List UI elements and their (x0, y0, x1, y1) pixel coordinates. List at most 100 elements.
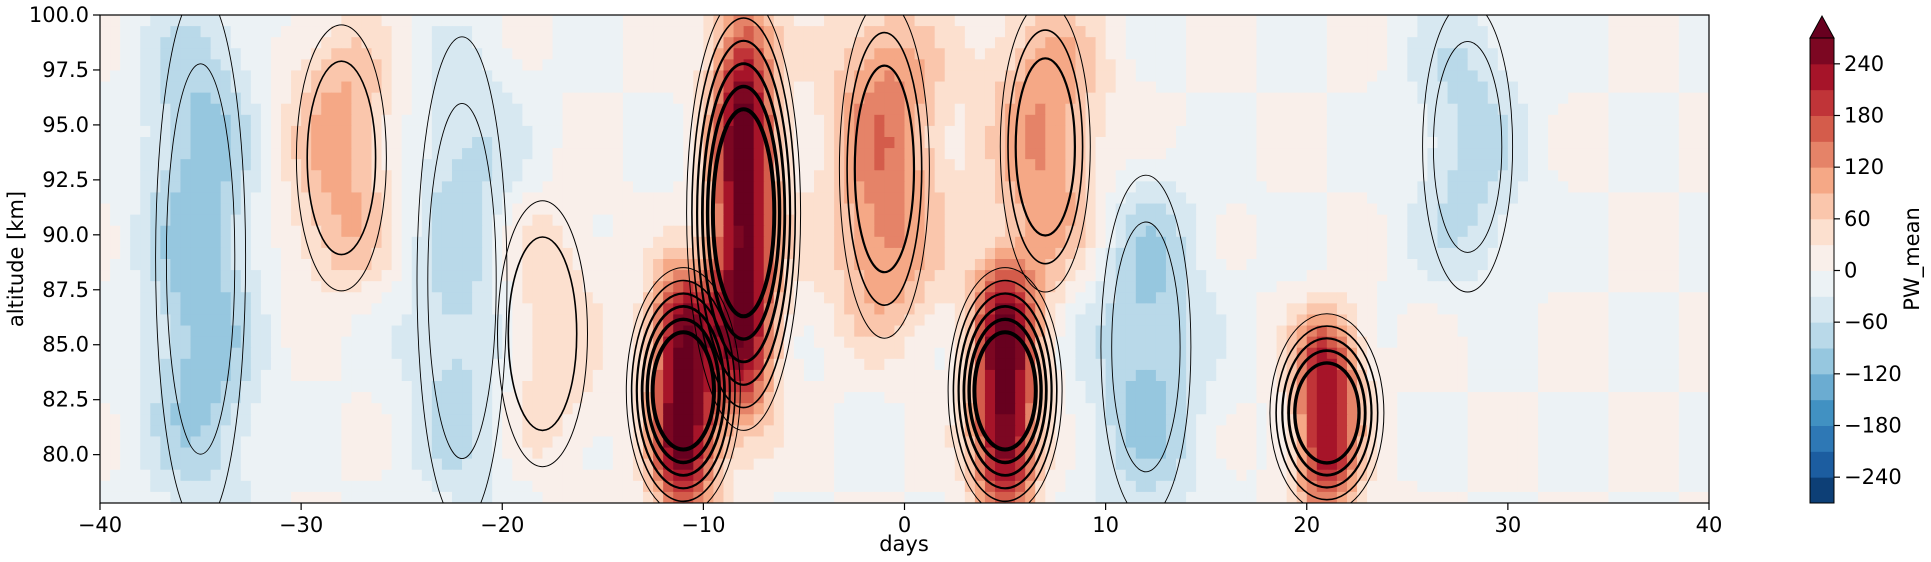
heatmap-cell (1015, 59, 1026, 72)
heatmap-cell (1628, 181, 1640, 194)
heatmap-cell (673, 15, 684, 27)
heatmap-cell (1306, 103, 1318, 116)
heatmap-cell (944, 281, 956, 293)
heatmap-cell (914, 247, 926, 260)
heatmap-cell (1346, 15, 1358, 27)
heatmap-cell (1276, 314, 1288, 327)
heatmap-cell (1286, 281, 1298, 293)
heatmap-cell (180, 203, 192, 216)
heatmap-cell (1487, 159, 1499, 171)
heatmap-cell (1246, 37, 1258, 49)
heatmap-cell (1427, 214, 1439, 227)
heatmap-cell (361, 170, 373, 182)
heatmap-cell (602, 125, 614, 138)
heatmap-cell (924, 225, 936, 238)
heatmap-cell (351, 159, 363, 171)
heatmap-cell (260, 225, 272, 238)
heatmap-cell (1296, 247, 1308, 260)
heatmap-cell (1035, 270, 1046, 282)
heatmap-cell (683, 26, 694, 38)
heatmap-cell (824, 125, 835, 138)
heatmap-cell (1568, 15, 1579, 27)
heatmap-cell (914, 214, 926, 227)
heatmap-cell (703, 81, 715, 94)
heatmap-cell (351, 181, 363, 194)
heatmap-cell (260, 247, 272, 260)
heatmap-cell (451, 70, 463, 83)
heatmap-cell (904, 270, 916, 282)
heatmap-cell (1538, 103, 1549, 116)
heatmap-cell (462, 26, 473, 38)
heatmap-cell (1397, 70, 1408, 83)
heatmap-cell (1558, 281, 1569, 293)
heatmap-cell (411, 70, 423, 83)
heatmap-cell (1015, 148, 1026, 160)
heatmap-cell (1206, 26, 1217, 38)
heatmap-cell (1115, 103, 1127, 116)
heatmap-cell (1176, 26, 1187, 38)
heatmap-cell (1387, 15, 1398, 27)
heatmap-cell (592, 15, 604, 27)
heatmap-cell (1507, 148, 1519, 160)
heatmap-cell (532, 48, 544, 60)
heatmap-cell (723, 48, 735, 60)
heatmap-cell (1216, 70, 1227, 83)
heatmap-cell (1075, 37, 1087, 49)
heatmap-cell (864, 70, 875, 83)
heatmap-cell (462, 336, 473, 349)
heatmap-cell (1527, 170, 1539, 182)
heatmap-cell (1548, 92, 1559, 105)
heatmap-cell (743, 125, 755, 138)
heatmap-cell (703, 48, 715, 60)
heatmap-cell (803, 292, 815, 304)
heatmap-cell (1427, 181, 1439, 194)
heatmap-cell (1015, 170, 1026, 182)
heatmap-cell (451, 336, 463, 349)
heatmap-cell (1648, 103, 1660, 116)
heatmap-cell (1538, 225, 1549, 238)
heatmap-cell (683, 336, 694, 349)
heatmap-cell (1226, 59, 1237, 72)
heatmap-cell (130, 125, 141, 138)
heatmap-cell (1618, 26, 1630, 38)
heatmap-cell (1306, 148, 1318, 160)
heatmap-cell (1377, 281, 1388, 293)
heatmap-cell (1357, 159, 1368, 171)
heatmap-cell (723, 181, 735, 194)
heatmap-cell (502, 137, 513, 149)
heatmap-cell (451, 137, 463, 149)
heatmap-cell (964, 37, 976, 49)
heatmap-cell (472, 114, 483, 127)
heatmap-cell (693, 103, 704, 116)
heatmap-cell (411, 148, 423, 160)
heatmap-cell (974, 225, 986, 238)
heatmap-cell (1296, 336, 1308, 349)
heatmap-cell (250, 114, 262, 127)
heatmap-cell (1176, 203, 1187, 216)
heatmap-cell (1457, 347, 1469, 360)
heatmap-cell (522, 270, 534, 282)
heatmap-cell (391, 15, 403, 27)
heatmap-cell (1055, 336, 1066, 349)
heatmap-cell (663, 59, 674, 72)
heatmap-cell (1095, 59, 1107, 72)
heatmap-cell (1417, 336, 1429, 349)
heatmap-cell (1477, 92, 1489, 105)
heatmap-cell (743, 26, 755, 38)
heatmap-cell (1357, 70, 1368, 83)
heatmap-cell (522, 303, 534, 316)
heatmap-cell (1035, 15, 1046, 27)
heatmap-cell (1578, 247, 1589, 260)
heatmap-cell (361, 103, 373, 116)
heatmap-cell (1427, 336, 1439, 349)
heatmap-cell (1407, 225, 1418, 238)
heatmap-cell (974, 70, 986, 83)
heatmap-cell (964, 325, 976, 338)
heatmap-cell (200, 247, 212, 260)
heatmap-cell (361, 181, 373, 194)
heatmap-cell (1306, 225, 1318, 238)
heatmap-cell (542, 148, 554, 160)
heatmap-cell (401, 181, 413, 194)
heatmap-cell (1226, 92, 1237, 105)
heatmap-cell (683, 37, 694, 49)
